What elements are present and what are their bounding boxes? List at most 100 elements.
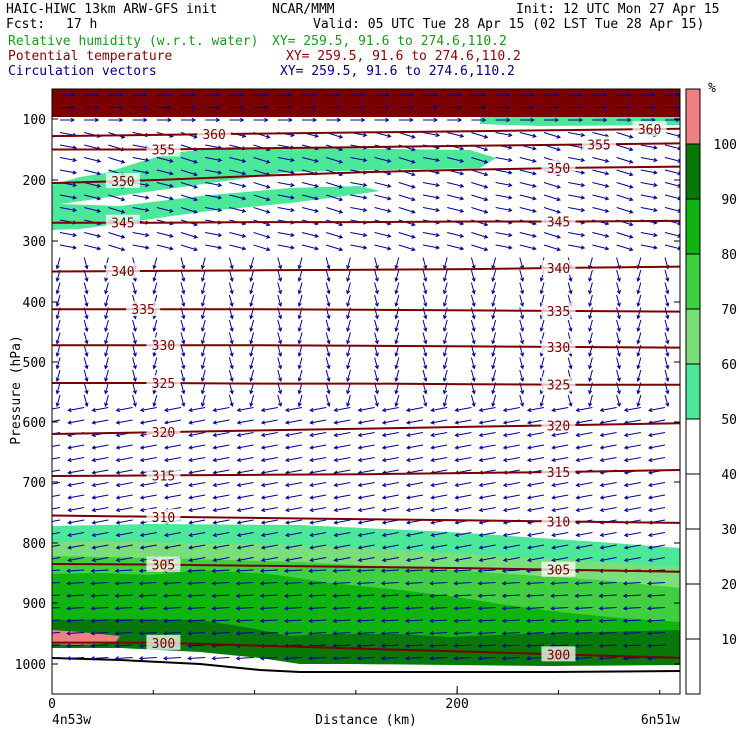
wind-vector <box>356 631 375 636</box>
wind-vector <box>574 643 593 648</box>
wind-vector <box>156 169 174 176</box>
wind-vector <box>551 532 569 538</box>
wind-vector <box>104 369 109 383</box>
wind-vector <box>236 519 254 525</box>
wind-vector <box>519 207 537 213</box>
wind-vector <box>404 606 424 611</box>
wind-vector <box>551 444 569 450</box>
wind-vector <box>67 494 85 500</box>
wind-vector <box>297 357 303 370</box>
wind-vector <box>453 656 472 661</box>
wind-vector <box>212 432 230 438</box>
wind-vector <box>346 257 351 270</box>
wind-vector <box>228 257 234 270</box>
theta-label-335: 335 <box>547 305 570 320</box>
wind-vector <box>539 319 545 333</box>
wind-vector <box>114 593 133 598</box>
wind-vector <box>616 294 621 308</box>
theta-label-bg <box>197 126 232 142</box>
wind-vector <box>519 319 525 333</box>
wind-vector <box>308 656 327 661</box>
colorbar-tick-label: 80 <box>721 248 737 263</box>
wind-vector <box>374 394 379 408</box>
wind-vector <box>357 444 375 450</box>
wind-vector <box>55 394 61 408</box>
wind-vector <box>588 294 593 308</box>
wind-vector <box>502 419 520 425</box>
wind-vector <box>616 182 634 189</box>
wind-vector <box>525 618 545 623</box>
wind-vector <box>205 244 223 250</box>
wind-vector <box>471 157 489 164</box>
wind-vector <box>236 419 254 425</box>
wind-vector <box>114 656 133 661</box>
wind-vector <box>205 157 223 163</box>
wind-vector <box>598 581 617 586</box>
wind-vector <box>55 357 61 370</box>
wind-vector <box>333 444 351 450</box>
wind-vector <box>277 182 295 188</box>
wind-vector <box>162 593 182 598</box>
wind-vector <box>325 294 331 308</box>
wind-vector <box>453 631 472 636</box>
wind-vector <box>447 105 463 110</box>
wind-vector <box>152 394 158 408</box>
wind-vector <box>260 419 278 425</box>
wind-vector <box>471 132 489 139</box>
colorbar-bin <box>686 254 700 309</box>
wind-vector <box>108 117 124 123</box>
wind-vector <box>284 432 303 438</box>
wind-vector <box>200 282 206 295</box>
wind-vector <box>297 269 303 283</box>
theta-label-305: 305 <box>547 564 570 579</box>
wind-vector <box>599 432 617 438</box>
wind-vector <box>52 607 61 609</box>
wind-vector <box>599 457 617 463</box>
wind-vector <box>132 157 150 163</box>
wind-vector <box>229 117 245 123</box>
wind-vector <box>356 656 375 661</box>
wind-vector <box>544 92 560 98</box>
wind-vector <box>350 117 366 123</box>
wind-vector <box>429 568 448 573</box>
wind-vector <box>380 631 399 636</box>
wind-vector <box>622 643 641 648</box>
theta-label-bg <box>541 463 576 479</box>
wind-vector <box>59 207 78 213</box>
wind-vector <box>229 157 247 163</box>
wind-vector <box>55 257 61 270</box>
wind-vector <box>394 332 400 345</box>
wind-vector <box>52 657 61 659</box>
wind-vector <box>422 207 441 213</box>
wind-vector <box>356 581 375 586</box>
xy-theta: XY= 259.5, 91.6 to 274.6,110.2 <box>286 49 521 64</box>
field-vectors: Circulation vectors <box>8 64 157 79</box>
wind-vector <box>333 457 351 463</box>
wind-vector <box>647 444 666 450</box>
wind-vector <box>592 117 608 123</box>
wind-vector <box>525 606 545 611</box>
wind-vector <box>326 105 342 110</box>
wind-vector <box>326 117 342 123</box>
wind-vector <box>501 606 520 611</box>
theta-label-bg <box>541 338 576 354</box>
wind-vector <box>525 656 545 661</box>
wind-vector <box>301 194 320 201</box>
wind-vector <box>66 593 85 598</box>
wind-vector <box>374 105 390 110</box>
wind-vector <box>205 117 221 123</box>
wind-vector <box>471 244 489 252</box>
wind-vector <box>104 382 109 395</box>
wind-vector <box>325 332 331 345</box>
wind-vector <box>551 407 569 413</box>
wind-vector <box>200 319 206 333</box>
wind-vector <box>115 532 133 538</box>
wind-vector <box>83 294 89 308</box>
wind-vector <box>152 282 158 295</box>
wind-vector <box>52 644 61 646</box>
wind-vector <box>664 282 670 295</box>
wind-vector <box>212 469 230 475</box>
wind-vector <box>249 394 255 408</box>
wind-vector <box>326 232 344 239</box>
wind-vector <box>374 257 379 270</box>
